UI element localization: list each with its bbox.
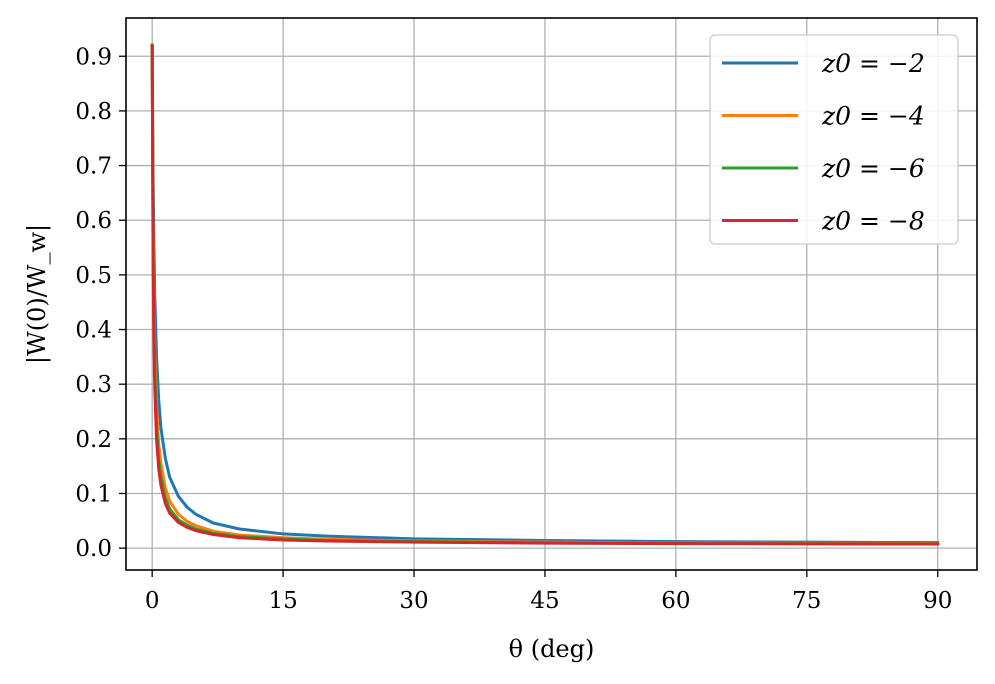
y-tick-label: 0.0: [75, 536, 112, 562]
series-line-4: [150, 43, 940, 546]
x-tick-label: 0: [145, 588, 160, 614]
x-axis-label: θ (deg): [509, 635, 595, 663]
y-tick-label: 0.8: [75, 99, 112, 125]
legend: z0 = −2 z0 = −4 z0 = −6 z0 = −8: [709, 34, 959, 245]
x-tick-label: 15: [268, 588, 297, 614]
x-tick-label: 75: [792, 588, 821, 614]
y-tick-label: 0.6: [75, 208, 112, 234]
x-tick-label: 90: [923, 588, 952, 614]
plot-frame: [125, 17, 978, 571]
y-tick-label: 0.5: [75, 263, 112, 289]
y-axis-label: |W(0)/W_w|: [23, 224, 52, 364]
y-tick-label: 0.7: [75, 154, 112, 180]
legend-label-1: z0 = −2: [821, 49, 925, 78]
y-tick-label: 0.4: [75, 318, 112, 344]
y-tick-label: 0.9: [75, 44, 112, 70]
y-tick-label: 0.1: [75, 481, 112, 507]
y-tick-label: 0.2: [75, 427, 112, 453]
x-tick-label: 30: [399, 588, 428, 614]
x-tick-label: 45: [530, 588, 559, 614]
y-tick-label: 0.3: [75, 372, 112, 398]
legend-label-4: z0 = −8: [821, 207, 925, 236]
legend-frame: [709, 34, 959, 245]
x-tick-label: 60: [661, 588, 690, 614]
legend-label-2: z0 = −4: [821, 102, 925, 131]
legend-label-3: z0 = −6: [821, 154, 925, 183]
axis-ticks: 0 15 30 45 60 75 90 0.0 0.1 0.2 0.3 0.4 0.5 0.6 0.7 0.8…: [75, 44, 952, 614]
plot-series: [150, 43, 940, 546]
